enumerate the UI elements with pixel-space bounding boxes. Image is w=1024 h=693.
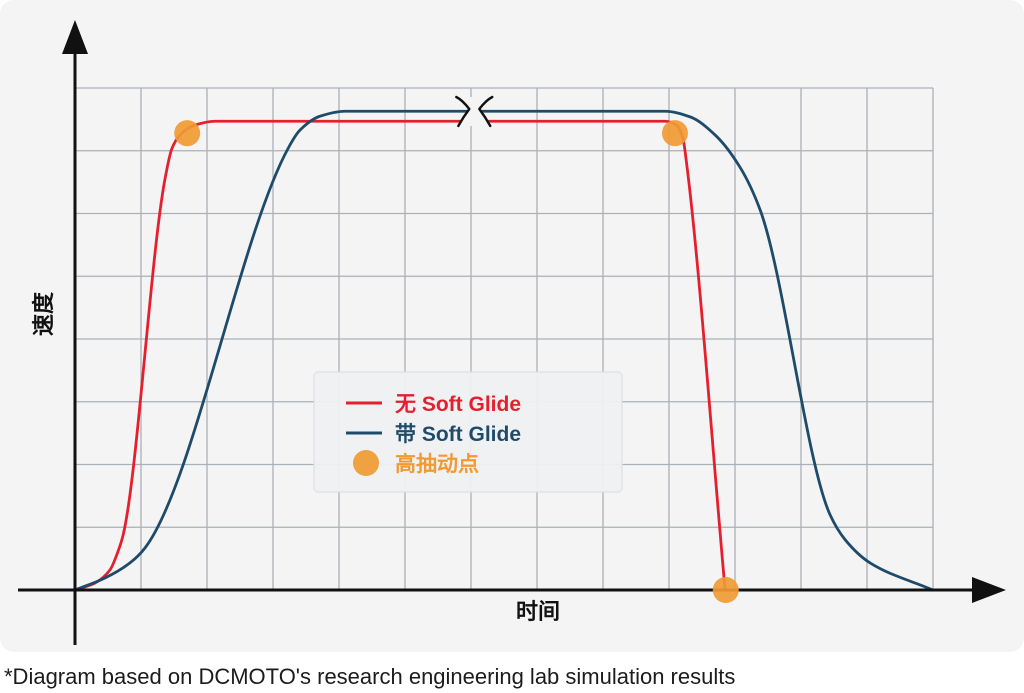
- y-axis-title: 速度: [31, 291, 56, 336]
- legend-swatch-high-jerk-point: [353, 450, 379, 476]
- legend-label-with-soft-glide: 带 Soft Glide: [395, 422, 521, 446]
- high-jerk-points: [174, 120, 739, 603]
- axis-break-mark-right: [478, 95, 494, 128]
- series-line-with-soft-glide: [73, 109, 935, 592]
- high-jerk-point: [712, 577, 739, 603]
- high-jerk-point: [661, 120, 688, 147]
- axes: [18, 20, 1006, 645]
- chart-background-panel: [0, 0, 1024, 652]
- legend-box: [313, 371, 623, 493]
- x-axis-title: 时间: [516, 599, 560, 624]
- grid: [75, 87, 934, 590]
- axis-break-mark-left: [455, 95, 471, 128]
- axis-break: [455, 95, 494, 128]
- legend-label-no-soft-glide: 无 Soft Glide: [395, 393, 521, 416]
- legend-label-high-jerk-point: 高抽动点: [395, 452, 479, 476]
- high-jerk-point: [174, 120, 201, 147]
- x-axis-arrowhead: [972, 577, 1006, 603]
- y-axis-arrowhead: [62, 20, 88, 54]
- legend: 无 Soft Glide 带 Soft Glide 高抽动点: [313, 371, 623, 493]
- footer-note: *Diagram based on DCMOTO's research engi…: [4, 664, 735, 689]
